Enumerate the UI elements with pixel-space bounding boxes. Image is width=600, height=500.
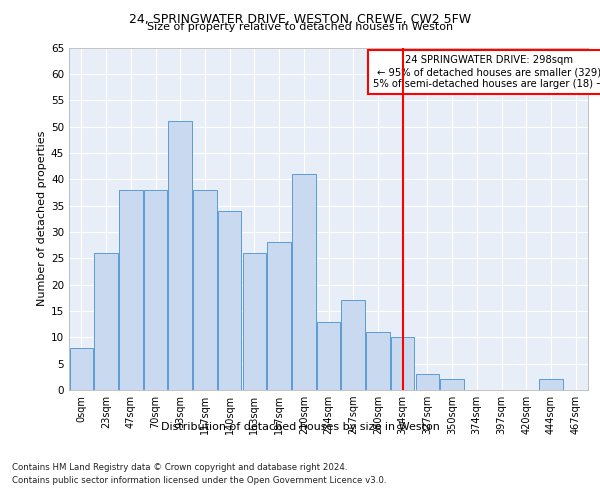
Text: Size of property relative to detached houses in Weston: Size of property relative to detached ho…: [147, 22, 453, 32]
Bar: [268, 242, 291, 390]
Bar: [366, 332, 389, 390]
Bar: [416, 374, 439, 390]
Bar: [242, 253, 266, 390]
Text: 24, SPRINGWATER DRIVE, WESTON, CREWE, CW2 5FW: 24, SPRINGWATER DRIVE, WESTON, CREWE, CW…: [129, 12, 471, 26]
Bar: [119, 190, 143, 390]
Bar: [539, 380, 563, 390]
Bar: [70, 348, 93, 390]
Bar: [169, 122, 192, 390]
Text: Contains HM Land Registry data © Crown copyright and database right 2024.: Contains HM Land Registry data © Crown c…: [12, 462, 347, 471]
Bar: [94, 253, 118, 390]
Bar: [193, 190, 217, 390]
Text: Contains public sector information licensed under the Open Government Licence v3: Contains public sector information licen…: [12, 476, 386, 485]
Bar: [341, 300, 365, 390]
Bar: [144, 190, 167, 390]
Text: 24 SPRINGWATER DRIVE: 298sqm
← 95% of detached houses are smaller (329)
5% of se: 24 SPRINGWATER DRIVE: 298sqm ← 95% of de…: [373, 56, 600, 88]
Text: Distribution of detached houses by size in Weston: Distribution of detached houses by size …: [161, 422, 439, 432]
Bar: [440, 380, 464, 390]
Bar: [391, 338, 415, 390]
Y-axis label: Number of detached properties: Number of detached properties: [37, 131, 47, 306]
Bar: [292, 174, 316, 390]
Bar: [317, 322, 340, 390]
Bar: [218, 211, 241, 390]
